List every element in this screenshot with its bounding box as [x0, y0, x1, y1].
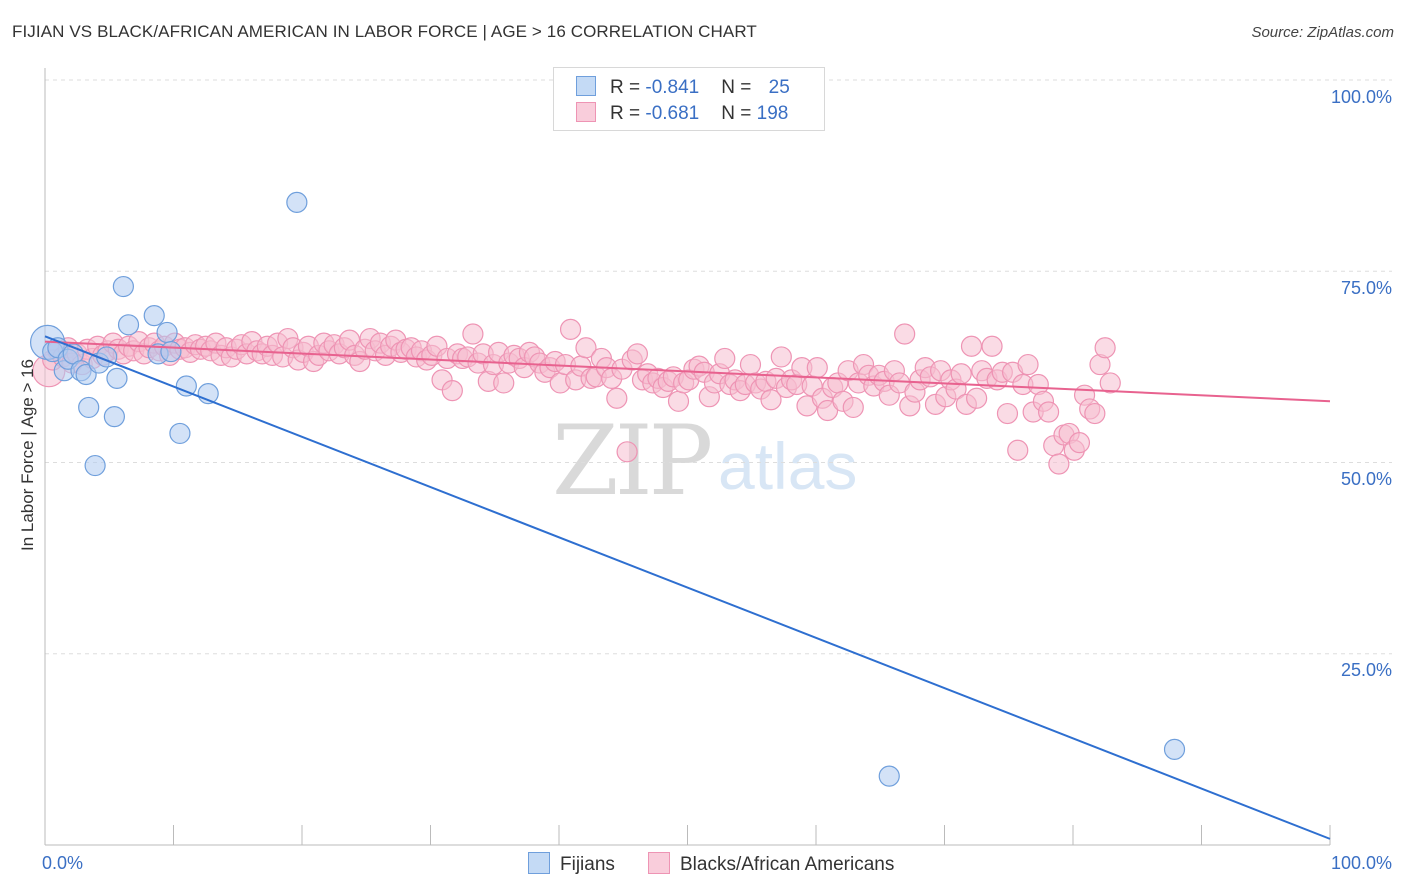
- black-legend-swatch-icon: [648, 852, 670, 874]
- black-point: [950, 363, 972, 385]
- bottom-legend-label-black: Blacks/African Americans: [680, 854, 895, 875]
- black-point: [1037, 401, 1060, 423]
- fijian-series-points: [29, 191, 1186, 787]
- x-tick-label-0: 0.0%: [42, 853, 84, 873]
- legend-row-fijians: R = -0.841 N = 25: [576, 76, 790, 100]
- black-point: [806, 357, 828, 379]
- fijians-swatch-icon: [576, 76, 596, 96]
- trend-lines: [44, 335, 1331, 840]
- black-point: [616, 441, 638, 463]
- black-point: [996, 402, 1019, 425]
- black-point: [667, 390, 690, 412]
- watermark-atlas: atlas: [718, 429, 858, 503]
- black-point: [888, 372, 911, 394]
- fijian-point: [878, 765, 900, 787]
- fijian-point: [143, 305, 165, 327]
- legend-row-black: R = -0.681 N = 198: [576, 102, 788, 126]
- black-swatch-icon: [576, 102, 596, 122]
- black-point: [739, 353, 762, 376]
- black-point: [462, 323, 484, 345]
- fijian-point: [78, 396, 100, 419]
- black-point: [1084, 402, 1106, 425]
- black-point: [1094, 337, 1116, 359]
- fijian-point: [112, 275, 134, 298]
- black-point: [1007, 439, 1029, 461]
- fijian-point: [106, 367, 128, 389]
- y-tick-label-75: 75.0%: [1340, 278, 1392, 298]
- black-point: [626, 343, 648, 365]
- fijian-point: [156, 321, 178, 344]
- black-series-points: [32, 318, 1121, 475]
- black-point: [966, 387, 988, 409]
- fijian-point: [169, 422, 191, 445]
- black-point: [960, 335, 983, 357]
- fijian-point: [103, 406, 125, 428]
- y-tick-label-25: 25.0%: [1340, 660, 1392, 680]
- black-trend-line: [44, 340, 1331, 403]
- legend-r-label: R =: [610, 103, 646, 124]
- black-point: [1048, 453, 1070, 475]
- bottom-legend-fijians: Fijians: [528, 852, 615, 876]
- legend-r-value-black: -0.681: [645, 103, 700, 124]
- y-tick-label-100: 100.0%: [1330, 87, 1392, 107]
- black-point: [770, 346, 792, 368]
- bottom-legend-label-fijians: Fijians: [560, 854, 615, 875]
- legend-r-value-fijians: -0.841: [645, 77, 700, 98]
- chart-title: FIJIAN VS BLACK/AFRICAN AMERICAN IN LABO…: [12, 22, 757, 41]
- black-point: [842, 396, 864, 419]
- fijian-trend-line: [44, 335, 1331, 840]
- black-point: [1068, 432, 1091, 454]
- legend-n-label: N =: [721, 77, 757, 98]
- y-tick-label-50: 50.0%: [1340, 469, 1392, 489]
- black-point: [493, 372, 515, 394]
- y-axis-label: In Labor Force | Age > 16: [18, 358, 37, 552]
- fijian-point: [117, 314, 140, 336]
- black-point: [1017, 353, 1039, 376]
- fijian-point: [84, 454, 106, 477]
- axes: [44, 68, 1331, 846]
- legend-n-value-fijians: 25: [768, 77, 790, 98]
- source-label: Source: ZipAtlas.com: [1251, 24, 1394, 41]
- watermark-zip: ZIP: [552, 405, 713, 517]
- black-point: [760, 389, 782, 411]
- black-point: [816, 399, 839, 422]
- legend-r-label: R =: [610, 77, 646, 98]
- legend-n-label: N =: [721, 103, 757, 124]
- black-point: [981, 335, 1003, 357]
- black-point: [559, 318, 582, 340]
- fijian-point: [1163, 738, 1186, 760]
- black-point: [714, 347, 736, 370]
- x-tick-label-100: 100.0%: [1330, 853, 1392, 873]
- bottom-legend-black: Blacks/African Americans: [648, 852, 894, 876]
- fijian-point: [160, 340, 182, 363]
- legend-n-value-black: 198: [756, 103, 789, 124]
- black-point: [1099, 372, 1121, 394]
- fijians-legend-swatch-icon: [528, 852, 550, 874]
- fijian-point: [286, 191, 308, 213]
- black-point: [894, 323, 916, 345]
- fijian-point: [175, 375, 197, 397]
- stats-legend: R = -0.841 N = 25 R = -0.681 N = 198: [553, 67, 825, 131]
- black-point: [606, 387, 628, 409]
- black-point: [441, 379, 463, 402]
- black-point: [575, 337, 597, 359]
